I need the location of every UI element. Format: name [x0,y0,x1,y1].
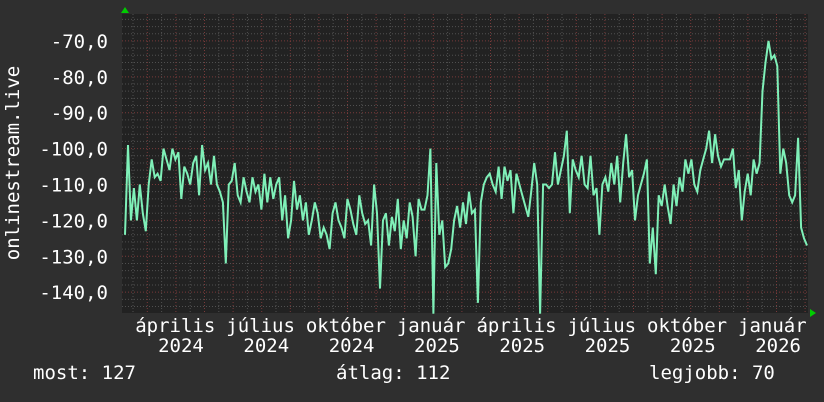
y-tick-label: -90,0 [51,103,108,125]
y-tick-label: -130,0 [39,246,108,268]
x-axis-arrow-icon [810,309,816,317]
y-tick-label: -100,0 [39,139,108,161]
y-axis-label: onlinestream.live [2,66,24,260]
y-axis-ticks: -70,0 -80,0 -90,0 -100,0 -110,0 -120,0 -130,0 -… [39,31,108,304]
x-tick-label: július 2024 [226,315,306,357]
x-tick-label: január 2026 [738,315,818,357]
legend-average: átlag: 112 [336,362,451,384]
y-tick-label: -140,0 [39,282,108,304]
x-tick-label: október 2025 [647,315,739,357]
x-tick-label: április 2025 [476,315,568,357]
x-tick-label: január 2025 [397,315,477,357]
x-tick-label: október 2024 [306,315,398,357]
x-tick-label: április 2024 [135,315,227,357]
grid [122,14,808,313]
y-tick-label: -120,0 [39,210,108,232]
legend-current: most: 127 [33,362,136,384]
legend-best: legjobb: 70 [649,362,775,384]
x-tick-label: július 2025 [567,315,647,357]
plot-area [122,14,808,313]
series-line [124,40,808,314]
y-tick-label: -110,0 [39,174,108,196]
y-tick-label: -70,0 [51,31,108,53]
y-axis-arrow-icon [121,7,129,13]
y-tick-label: -80,0 [51,67,108,89]
